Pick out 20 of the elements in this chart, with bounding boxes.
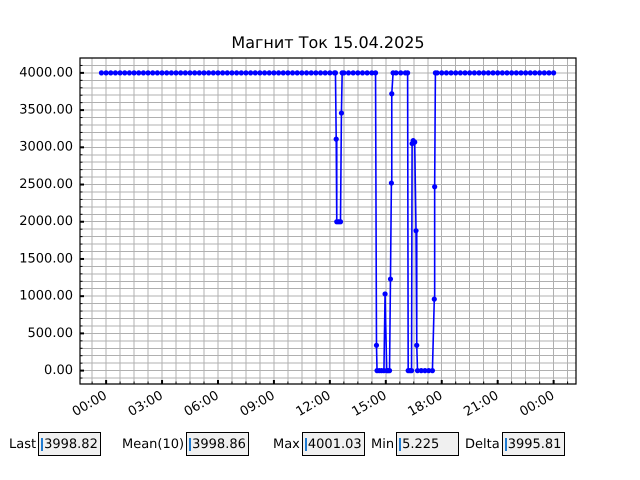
text: Min: [371, 436, 394, 452]
y-tick-label: 1500.00: [19, 251, 73, 266]
text: Last: [9, 436, 36, 452]
y-tick-label: 0.00: [44, 362, 73, 378]
text-field: 3995.81: [502, 432, 565, 456]
text: Max: [273, 436, 300, 452]
y-tick-label: 3000.00: [19, 140, 73, 155]
text-field: 4001.03: [302, 432, 365, 456]
text-field: 5.225: [396, 432, 460, 456]
y-tick-label: 2000.00: [19, 214, 73, 230]
text-field: 3998.86: [186, 432, 250, 456]
chart-title: Магнит Ток 15.04.2025: [231, 33, 425, 52]
text: Mean(10): [122, 436, 184, 452]
y-tick-label: 3500.00: [19, 102, 73, 118]
text: Delta: [465, 436, 500, 452]
y-tick-label: 500.00: [28, 326, 73, 341]
y-tick-label: 4000.00: [19, 65, 73, 80]
text-field: 3998.82: [38, 432, 102, 456]
y-tick-label: 2500.00: [19, 176, 73, 192]
y-tick-label: 1000.00: [19, 288, 73, 304]
